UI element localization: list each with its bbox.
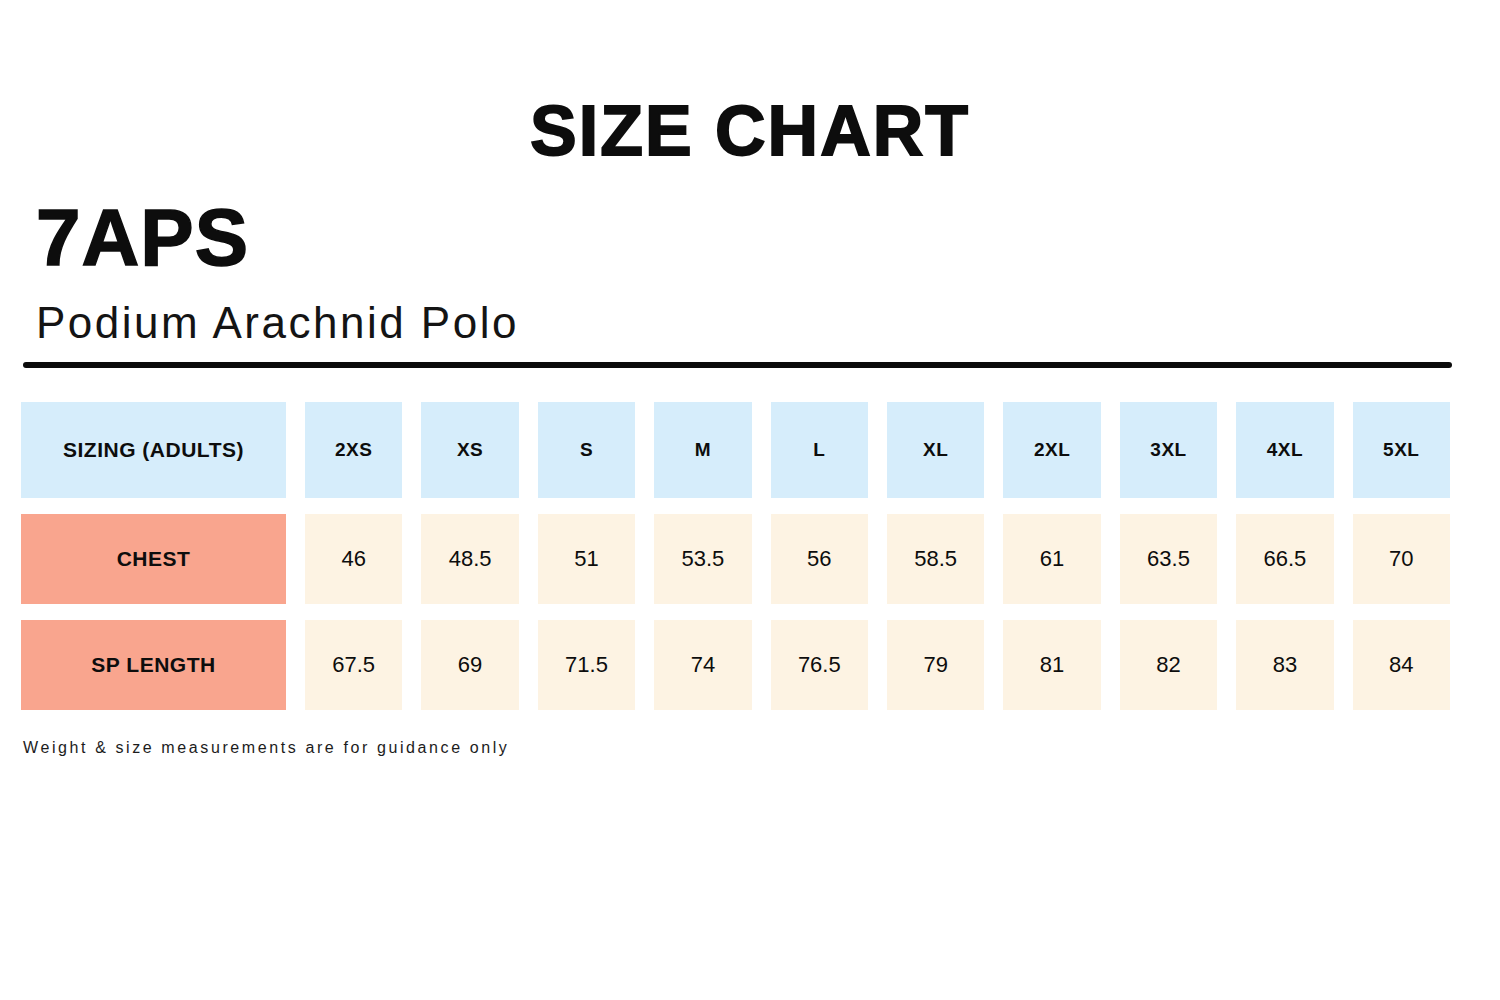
column-header-3xl: 3XL (1120, 402, 1217, 498)
value-cell-splength-3xl: 82 (1120, 620, 1217, 710)
value-cell-splength-4xl: 83 (1236, 620, 1333, 710)
value-cell-chest-2xl: 61 (1003, 514, 1100, 604)
value-cell-splength-2xl: 81 (1003, 620, 1100, 710)
column-header-2xl: 2XL (1003, 402, 1100, 498)
column-header-sizing-adults: SIZING (ADULTS) (21, 402, 286, 498)
value-cell-splength-m: 74 (654, 620, 751, 710)
column-header-2xs: 2XS (305, 402, 402, 498)
value-cell-chest-xs: 48.5 (421, 514, 518, 604)
value-cell-chest-m: 53.5 (654, 514, 751, 604)
footnote: Weight & size measurements are for guida… (23, 739, 509, 757)
column-header-4xl: 4XL (1236, 402, 1333, 498)
brand-name: 7APS (36, 198, 249, 278)
size-chart-page: SIZE CHART 7APS Podium Arachnid Polo SIZ… (0, 0, 1500, 1000)
value-cell-splength-xs: 69 (421, 620, 518, 710)
value-cell-chest-s: 51 (538, 514, 635, 604)
column-header-xs: XS (421, 402, 518, 498)
value-cell-chest-l: 56 (771, 514, 868, 604)
value-cell-chest-4xl: 66.5 (1236, 514, 1333, 604)
value-cell-chest-xl: 58.5 (887, 514, 984, 604)
value-cell-chest-2xs: 46 (305, 514, 402, 604)
value-cell-chest-3xl: 63.5 (1120, 514, 1217, 604)
value-cell-splength-2xs: 67.5 (305, 620, 402, 710)
column-header-l: L (771, 402, 868, 498)
column-header-s: S (538, 402, 635, 498)
column-header-xl: XL (887, 402, 984, 498)
value-cell-splength-xl: 79 (887, 620, 984, 710)
value-cell-splength-s: 71.5 (538, 620, 635, 710)
column-header-5xl: 5XL (1353, 402, 1450, 498)
size-table: SIZING (ADULTS) 2XS XS S M L XL 2XL 3XL … (21, 402, 1450, 710)
value-cell-splength-5xl: 84 (1353, 620, 1450, 710)
row-label-chest: CHEST (21, 514, 286, 604)
value-cell-splength-l: 76.5 (771, 620, 868, 710)
page-title: SIZE CHART (0, 96, 1500, 166)
value-cell-chest-5xl: 70 (1353, 514, 1450, 604)
product-name: Podium Arachnid Polo (36, 301, 519, 345)
column-header-m: M (654, 402, 751, 498)
row-label-sp-length: SP LENGTH (21, 620, 286, 710)
divider-line (23, 362, 1452, 368)
